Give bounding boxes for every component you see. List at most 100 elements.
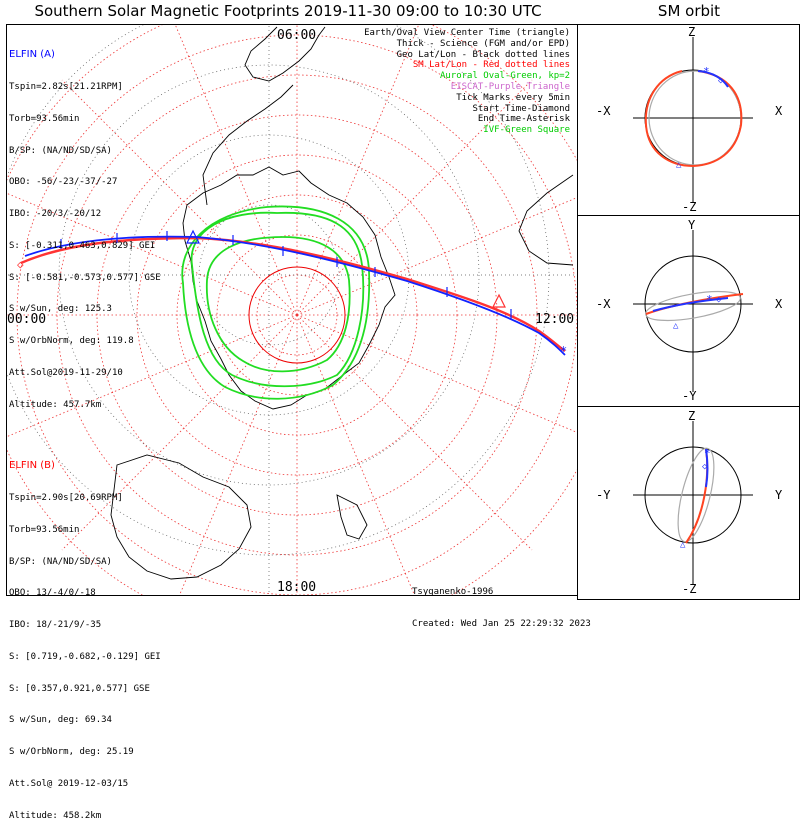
elfin-b-name: ELFIN (B) (9, 460, 55, 472)
axis-label-right: Y (775, 488, 783, 502)
elfin-a-end-asterisk: * (560, 344, 567, 358)
legend-item: Auroral Oval-Green, kp=2 (439, 71, 570, 82)
start-diamond: ◇ (702, 462, 708, 472)
elfin-a-info: ELFIN (A) Tspin=2.82s[21.21RPM] Torb=93.… (9, 29, 161, 421)
sm-orbit-panel-xz: * ◇ △ Z -Z -X X (577, 24, 800, 216)
created-timestamp: Created: Wed Jan 25 22:29:32 2023 (412, 618, 591, 629)
orbit-red (644, 70, 743, 168)
view-triangle: △ (673, 321, 679, 331)
view-triangle: △ (676, 160, 682, 170)
end-asterisk: * (703, 65, 710, 78)
sm-lon-grid (7, 25, 577, 595)
elfin-a-line: Altitude: 457.7km (9, 399, 102, 410)
mlt-label-right: 12:00 (535, 312, 574, 327)
legend-item: End Time-Asterisk (477, 114, 570, 125)
orbit-blue (697, 70, 729, 88)
antarctic-peninsula-coastline (202, 84, 294, 206)
elfin-a-name: ELFIN (A) (9, 49, 55, 61)
footprint-map-svg: * ◇ 06:00 00:00 12:00 18:00 (7, 25, 577, 595)
axis-label-bottom: -Z (682, 582, 696, 596)
axis-label-top: Y (688, 218, 696, 232)
elfin-b-info: ELFIN (B) Tspin=2.90s[20.69RPM] Torb=93.… (9, 440, 161, 832)
elfin-a-track (24, 235, 566, 356)
elfin-b-line: B/SP: (NA/ND/SD/SA) (9, 556, 112, 567)
sm-xy-svg: * ◇ △ Y -Y -X X (596, 218, 783, 403)
elfin-b-line: S w/OrbNorm, deg: 25.19 (9, 747, 134, 758)
mlt-label-left: 00:00 (7, 312, 46, 327)
start-diamond: ◇ (716, 295, 722, 305)
orbit-gray (677, 447, 715, 543)
legend-item: SM Lat/Lon - Red dotted lines (412, 60, 570, 71)
australia-coastline (110, 454, 252, 580)
elfin-a-line: IBO: -20/3/-20/12 (9, 209, 102, 220)
sm-pole-circle (248, 266, 346, 364)
elfin-a-line: S w/OrbNorm, deg: 119.8 (9, 336, 134, 347)
elfin-a-line: S w/Sun, deg: 125.3 (9, 304, 112, 315)
africa-coastline (518, 174, 574, 266)
sm-orbit-panel-xy: * ◇ △ Y -Y -X X (577, 215, 800, 407)
elfin-a-line: Tspin=2.82s[21.21RPM] (9, 81, 123, 92)
orbit-gray (645, 290, 741, 322)
elfin-b-view-triangle (492, 293, 506, 308)
sm-orbit-panel-yz: * ◇ △ Z -Z -Y Y (577, 406, 800, 600)
axis-label-left: -X (596, 297, 611, 311)
sm-xz-svg: * ◇ △ Z -Z -X X (596, 25, 783, 214)
south-america-coastline (244, 26, 326, 82)
orbit-blue (652, 297, 729, 312)
antarctica-coastline (182, 166, 396, 410)
footprint-map-panel: * ◇ 06:00 00:00 12:00 18:00 (6, 24, 578, 596)
earth-circle (644, 255, 742, 353)
elfin-b-line: OBO: 13/-4/0/-18 (9, 588, 96, 599)
sm-orbit-title: SM orbit (657, 2, 721, 20)
mlt-label-top: 06:00 (277, 28, 316, 43)
elfin-a-line: OBO: -56/-23/-37/-27 (9, 177, 118, 188)
elfin-a-line: Att.Sol@2019-11-29/10 (9, 368, 123, 378)
legend-item: Geo Lat/Lon - Black dotted lines (396, 49, 570, 60)
axis-label-left: -Y (596, 488, 611, 502)
model-credit: Tsyganenko-1996 (412, 587, 494, 598)
legend-item: Earth/Oval View Center Time (triangle) (364, 28, 570, 38)
plot-title: Southern Solar Magnetic Footprints 2019-… (34, 2, 542, 20)
legend-item: IVF-Green Square (483, 125, 570, 136)
elfin-b-line: Att.Sol@ 2019-12-03/15 (9, 779, 129, 789)
elfin-b-line: S w/Sun, deg: 69.34 (9, 715, 112, 726)
axis-label-top: Z (688, 409, 695, 423)
elfin-a-line: B/SP: (NA/ND/SD/SA) (9, 145, 112, 156)
axis-label-left: -X (596, 104, 611, 118)
elfin-a-view-triangle (186, 229, 200, 244)
axis-label-right: X (775, 297, 783, 311)
earth-circle (644, 446, 742, 544)
end-asterisk: * (706, 293, 713, 306)
elfin-b-start-diamond: ◇ (17, 258, 24, 271)
elfin-b-line: S: [0.357,0.921,0.577] GSE (9, 683, 150, 694)
elfin-b-line: Tspin=2.90s[20.69RPM] (9, 492, 123, 503)
elfin-a-line: Torb=93.56min (9, 113, 80, 124)
start-diamond: ◇ (718, 76, 724, 86)
end-asterisk: * (704, 447, 711, 460)
elfin-b-line: IBO: 18/-21/9/-35 (9, 620, 102, 631)
orbit-blue (705, 448, 709, 488)
auroral-oval (181, 205, 371, 400)
new-zealand-coastline (336, 494, 368, 540)
axis-label-right: X (775, 104, 783, 118)
credit-block: Tsyganenko-1996 Created: Wed Jan 25 22:2… (412, 566, 591, 640)
elfin-b-line: Altitude: 458.2km (9, 810, 102, 821)
elfin-a-ticks (60, 231, 512, 319)
axis-label-top: Z (688, 25, 695, 39)
axis-label-bottom: -Z (682, 200, 696, 214)
axis-label-bottom: -Y (682, 389, 697, 403)
legend-item: Thick - Science (FGM and/or EPD) (396, 38, 570, 49)
mlt-label-bottom: 18:00 (277, 580, 316, 595)
elfin-a-line: S: [-0.311,0.463,0.829] GEI (9, 240, 156, 251)
geo-grid (7, 25, 577, 595)
view-triangle: △ (680, 540, 686, 550)
sm-yz-svg: * ◇ △ Z -Z -Y Y (596, 409, 783, 596)
legend-item: Tick Marks every 5min (456, 92, 570, 103)
elfin-b-line: Torb=93.56min (9, 524, 80, 535)
legend-item: Start Time-Diamond (472, 103, 570, 114)
legend-item: EISCAT-Purple Triangle (450, 81, 570, 92)
elfin-b-track (20, 236, 566, 352)
legend: Earth/Oval View Center Time (triangle) T… (364, 28, 570, 136)
elfin-b-line: S: [0.719,-0.682,-0.129] GEI (9, 651, 161, 662)
elfin-a-line: S: [-0.581,-0.573,0.577] GSE (9, 272, 161, 283)
